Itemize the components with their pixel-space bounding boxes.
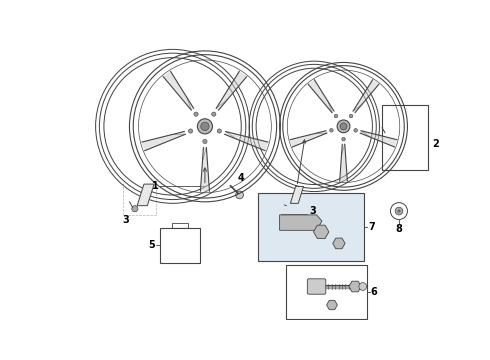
Circle shape	[194, 112, 198, 116]
Circle shape	[340, 123, 347, 130]
Text: 3: 3	[122, 215, 129, 225]
Circle shape	[201, 122, 209, 131]
Polygon shape	[308, 80, 334, 113]
Circle shape	[217, 129, 221, 133]
Circle shape	[132, 206, 138, 212]
Bar	[382, 105, 428, 170]
Bar	[160, 228, 200, 263]
Polygon shape	[137, 184, 154, 206]
Polygon shape	[360, 131, 397, 147]
Text: 4: 4	[238, 173, 245, 183]
Polygon shape	[224, 131, 268, 151]
Circle shape	[236, 191, 244, 199]
Circle shape	[284, 206, 289, 210]
Polygon shape	[200, 148, 210, 192]
Polygon shape	[290, 131, 327, 147]
Bar	[258, 193, 365, 261]
Text: 7: 7	[368, 222, 375, 232]
Polygon shape	[353, 80, 379, 113]
Circle shape	[342, 138, 345, 141]
Circle shape	[349, 114, 353, 118]
Bar	[172, 223, 188, 228]
Polygon shape	[163, 71, 194, 110]
Circle shape	[189, 129, 193, 133]
Circle shape	[334, 114, 338, 118]
Circle shape	[330, 129, 333, 132]
Polygon shape	[142, 131, 185, 151]
Circle shape	[395, 207, 403, 215]
Text: 6: 6	[370, 287, 377, 297]
Text: 5: 5	[148, 240, 155, 250]
Polygon shape	[216, 71, 247, 110]
Circle shape	[337, 120, 350, 133]
Circle shape	[397, 210, 400, 213]
Circle shape	[354, 129, 358, 132]
Bar	[286, 265, 367, 319]
Polygon shape	[340, 144, 347, 181]
FancyBboxPatch shape	[307, 279, 326, 294]
Circle shape	[391, 203, 408, 220]
Polygon shape	[291, 186, 303, 203]
Text: 1: 1	[152, 181, 159, 191]
Text: 8: 8	[395, 224, 402, 234]
Circle shape	[203, 139, 207, 144]
Text: 2: 2	[432, 139, 439, 149]
Circle shape	[197, 119, 213, 134]
Circle shape	[359, 283, 367, 291]
Circle shape	[212, 112, 216, 116]
Text: 3: 3	[310, 206, 317, 216]
Polygon shape	[280, 215, 322, 230]
